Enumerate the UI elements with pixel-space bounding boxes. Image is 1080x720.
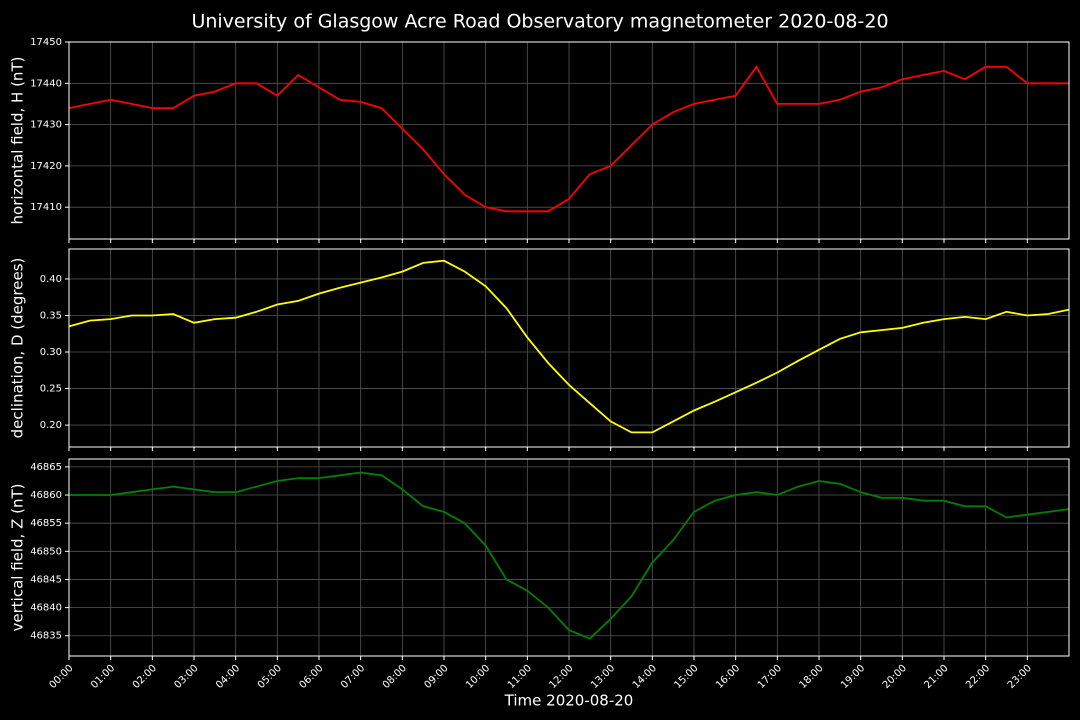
y-tick-label: 17430 (30, 120, 62, 131)
y-tick-label: 46845 (30, 574, 62, 585)
y-tick-label: 46850 (30, 546, 62, 557)
y-tick-label: 17410 (30, 202, 62, 213)
y-tick-label: 17420 (30, 161, 62, 172)
y-tick-label: 17450 (30, 37, 62, 48)
y-tick-label: 0.30 (40, 347, 62, 358)
plot-frame (68, 458, 1070, 657)
data-line (69, 471, 1070, 640)
y-tick-label: 0.35 (40, 310, 62, 321)
y-tick-label: 17440 (30, 78, 62, 89)
data-line (68, 65, 1069, 213)
y-tick-label: 0.40 (40, 274, 62, 285)
y-tick-label: 46855 (30, 518, 62, 529)
y-tick-label: 0.25 (40, 384, 62, 395)
y-axis-label: horizontal field, H (nT) (9, 57, 27, 225)
data-line (68, 259, 1070, 434)
y-tick-label: 0.20 (40, 420, 62, 431)
plot-frame (68, 41, 1070, 240)
y-tick-label: 46835 (30, 631, 62, 642)
y-axis-label: vertical field, Z (nT) (9, 483, 27, 631)
figure-title: University of Glasgow Acre Road Observat… (191, 11, 888, 33)
y-tick-label: 46865 (30, 462, 62, 473)
plot-frame (68, 248, 1070, 448)
y-axis-label: declination, D (degrees) (9, 258, 27, 439)
y-tick-label: 46840 (30, 603, 62, 614)
y-tick-label: 46860 (30, 490, 62, 501)
x-axis-label: Time 2020-08-20 (504, 692, 634, 710)
